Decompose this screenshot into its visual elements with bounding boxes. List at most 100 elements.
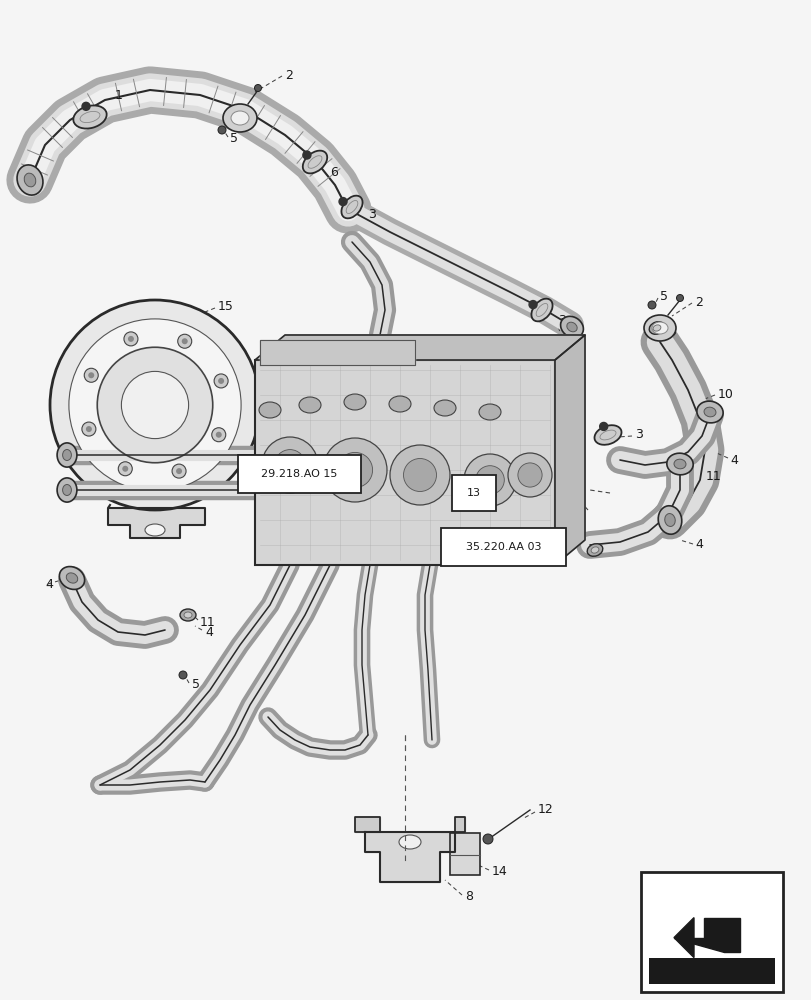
Circle shape [122, 371, 188, 439]
Ellipse shape [62, 450, 71, 460]
Polygon shape [673, 918, 739, 952]
Circle shape [216, 432, 221, 438]
Circle shape [88, 372, 94, 378]
Circle shape [97, 347, 212, 463]
Circle shape [599, 422, 607, 430]
Text: 4: 4 [45, 578, 53, 591]
Ellipse shape [303, 151, 327, 173]
Text: 4: 4 [204, 626, 212, 638]
Polygon shape [255, 335, 584, 360]
Polygon shape [108, 505, 204, 538]
Ellipse shape [230, 111, 249, 125]
Circle shape [508, 453, 551, 497]
Text: 8: 8 [465, 890, 473, 904]
Circle shape [178, 671, 187, 679]
Circle shape [463, 454, 515, 506]
Text: 16: 16 [460, 508, 475, 522]
Text: 3: 3 [557, 314, 565, 326]
Text: 12: 12 [538, 803, 553, 816]
Ellipse shape [344, 394, 366, 410]
Ellipse shape [341, 196, 363, 218]
Circle shape [122, 466, 128, 472]
Circle shape [176, 468, 182, 474]
Circle shape [647, 301, 655, 309]
Text: 13: 13 [466, 488, 480, 498]
Ellipse shape [666, 453, 693, 475]
Circle shape [475, 466, 504, 494]
Text: 5: 5 [191, 678, 200, 692]
Circle shape [403, 458, 436, 491]
Circle shape [50, 300, 260, 510]
Circle shape [303, 151, 311, 159]
Ellipse shape [652, 325, 660, 331]
Circle shape [86, 426, 92, 432]
Polygon shape [260, 340, 414, 365]
Bar [255, 360, 554, 565]
Circle shape [218, 378, 224, 384]
Circle shape [84, 368, 98, 382]
Text: 4: 4 [729, 454, 737, 466]
Ellipse shape [62, 485, 71, 495]
Text: 7: 7 [564, 334, 573, 347]
Circle shape [254, 85, 261, 92]
Circle shape [172, 464, 186, 478]
Text: 6: 6 [329, 166, 337, 179]
Circle shape [118, 462, 132, 476]
Text: 10: 10 [717, 388, 733, 401]
FancyBboxPatch shape [452, 475, 496, 511]
Circle shape [529, 301, 536, 309]
Text: 29.218.AO 15: 29.218.AO 15 [261, 469, 337, 479]
Circle shape [483, 834, 492, 844]
Circle shape [323, 438, 387, 502]
Polygon shape [554, 335, 584, 565]
Text: 3: 3 [634, 428, 642, 442]
Ellipse shape [590, 547, 599, 553]
Circle shape [82, 102, 90, 110]
Ellipse shape [482, 491, 491, 498]
Ellipse shape [59, 567, 84, 589]
Circle shape [517, 463, 542, 487]
Ellipse shape [566, 322, 577, 332]
Ellipse shape [398, 835, 420, 849]
Circle shape [214, 374, 228, 388]
Ellipse shape [478, 404, 500, 420]
Circle shape [82, 422, 96, 436]
Ellipse shape [57, 443, 77, 467]
Ellipse shape [223, 104, 257, 132]
Text: 2: 2 [694, 296, 702, 308]
Ellipse shape [649, 322, 664, 334]
Circle shape [178, 334, 191, 348]
Ellipse shape [658, 506, 681, 534]
Text: 11: 11 [200, 615, 216, 628]
Circle shape [262, 437, 318, 493]
Text: 11: 11 [705, 470, 721, 483]
Ellipse shape [586, 544, 602, 556]
Ellipse shape [651, 322, 667, 334]
Polygon shape [365, 832, 454, 882]
Circle shape [339, 198, 346, 206]
Ellipse shape [643, 315, 676, 341]
Ellipse shape [184, 612, 191, 618]
Circle shape [337, 452, 372, 488]
Ellipse shape [703, 407, 715, 417]
Ellipse shape [478, 488, 496, 502]
Bar [449, 833, 479, 875]
Circle shape [217, 126, 225, 134]
Polygon shape [440, 817, 465, 832]
Text: 5: 5 [230, 132, 238, 145]
FancyBboxPatch shape [238, 455, 361, 493]
Ellipse shape [388, 396, 410, 412]
Ellipse shape [673, 459, 685, 469]
Circle shape [182, 338, 187, 344]
Ellipse shape [73, 105, 106, 129]
Ellipse shape [594, 425, 620, 445]
Ellipse shape [530, 299, 552, 321]
Text: 9: 9 [667, 326, 675, 338]
Circle shape [124, 332, 138, 346]
Ellipse shape [145, 524, 165, 536]
Ellipse shape [433, 400, 456, 416]
Polygon shape [673, 918, 693, 958]
Circle shape [69, 319, 241, 491]
Circle shape [128, 336, 134, 342]
Ellipse shape [560, 316, 583, 338]
